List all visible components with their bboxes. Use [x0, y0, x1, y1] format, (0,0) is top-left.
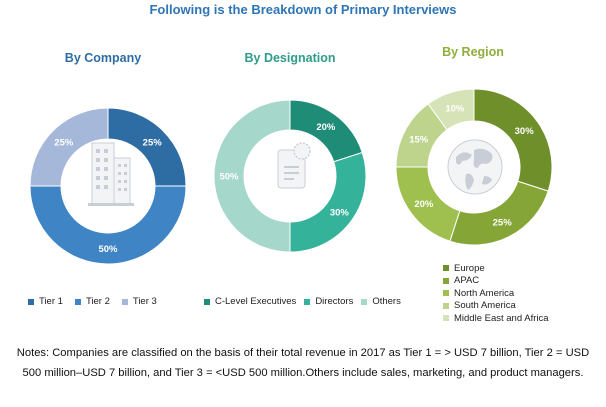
company-legend: Tier 1 Tier 2 Tier 3: [28, 296, 157, 307]
document-badge-icon: [277, 142, 311, 189]
company-chart-title: By Company: [64, 51, 142, 65]
legend-item-north-america: North America: [443, 287, 549, 300]
legend-item-apac: APAC: [443, 275, 549, 288]
region-legend: Europe APAC North America South America …: [443, 262, 549, 325]
company-donut: 25% 50% 25%: [29, 107, 187, 265]
company-slice-tier-2: [29, 185, 187, 265]
legend-item-tier-3: Tier 3: [121, 296, 157, 307]
legend-item-europe: Europe: [443, 262, 549, 275]
legend-item-c-level: C-Level Executives: [204, 296, 296, 307]
region-data-label: 20%: [414, 199, 434, 210]
designation-chart-title: By Designation: [244, 51, 336, 65]
designation-data-label: 50%: [219, 172, 239, 183]
region-slice-middle-east-and-africa: [427, 88, 475, 131]
main-title: Following is the Breakdown of Primary In…: [149, 2, 457, 17]
legend-item-tier-2: Tier 2: [74, 296, 110, 307]
company-data-label: 50%: [98, 244, 118, 255]
legend-item-middle-east-africa: Middle East and Africa: [443, 312, 549, 325]
designation-data-label: 20%: [316, 122, 336, 133]
legend-item-others: Others: [361, 296, 401, 307]
region-donut: 30% 25% 20% 15% 10%: [395, 88, 553, 246]
globe-icon: [447, 139, 503, 195]
designation-legend: C-Level Executives Directors Others: [204, 296, 401, 307]
designation-donut: 20% 30% 50%: [213, 99, 367, 253]
legend-item-tier-1: Tier 1: [28, 296, 63, 307]
region-chart-title: By Region: [442, 45, 504, 59]
region-data-label: 25%: [493, 218, 513, 229]
company-data-label: 25%: [54, 137, 74, 148]
company-data-label: 25%: [143, 137, 163, 148]
designation-data-label: 30%: [330, 207, 350, 218]
building-icon: [88, 142, 134, 206]
legend-item-directors: Directors: [304, 296, 353, 307]
region-data-label: 30%: [515, 126, 535, 137]
designation-slice-others: [213, 99, 291, 253]
footnote: Notes: Companies are classified on the b…: [16, 347, 590, 379]
region-data-label: 15%: [409, 134, 429, 145]
region-data-label: 10%: [445, 104, 465, 115]
legend-item-south-america: South America: [443, 300, 549, 313]
company-slice-tier-3: [29, 107, 109, 187]
